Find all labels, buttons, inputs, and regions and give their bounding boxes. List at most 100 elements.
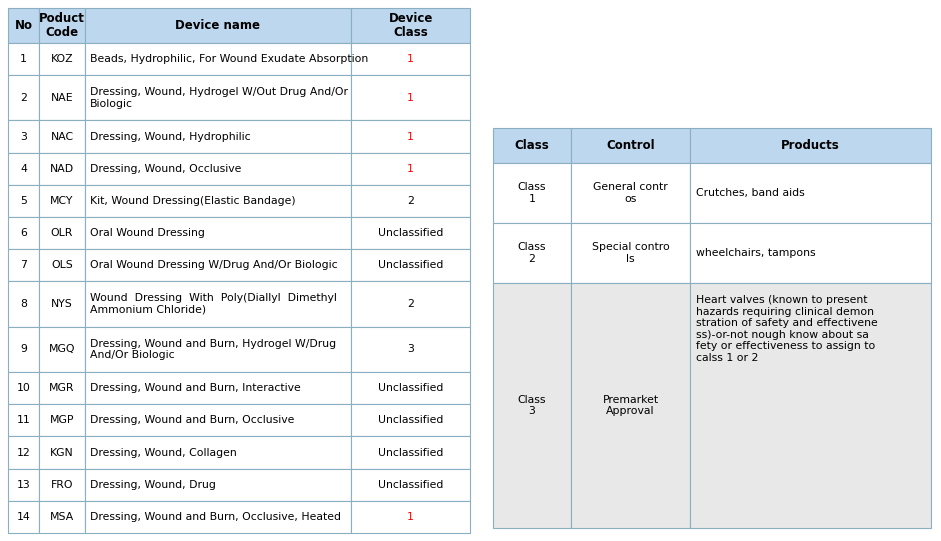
Text: OLS: OLS	[51, 260, 73, 270]
Text: General contr
os: General contr os	[593, 182, 668, 204]
Bar	[85, 372, 351, 404]
Text: Unclassified: Unclassified	[378, 480, 443, 490]
Bar	[493, 223, 571, 283]
Bar	[690, 128, 931, 163]
Text: No: No	[15, 19, 33, 32]
Text: 6: 6	[21, 228, 27, 238]
Text: Beads, Hydrophilic, For Wound Exudate Absorption: Beads, Hydrophilic, For Wound Exudate Ab…	[89, 54, 368, 64]
Text: Dressing, Wound, Hydrophilic: Dressing, Wound, Hydrophilic	[89, 131, 250, 142]
Bar	[8, 501, 40, 533]
Text: MGR: MGR	[49, 383, 74, 393]
Bar	[40, 404, 85, 437]
Text: MGP: MGP	[50, 415, 74, 425]
Text: Unclassified: Unclassified	[378, 383, 443, 393]
Text: Kit, Wound Dressing(Elastic Bandage): Kit, Wound Dressing(Elastic Bandage)	[89, 196, 295, 206]
Bar	[40, 121, 85, 153]
Text: Unclassified: Unclassified	[378, 228, 443, 238]
Text: Products: Products	[781, 139, 840, 152]
Bar	[40, 372, 85, 404]
Bar	[85, 249, 351, 281]
Bar	[571, 128, 690, 163]
Bar	[85, 404, 351, 437]
Text: NAE: NAE	[51, 93, 73, 103]
Text: Heart valves (known to present
hazards requiring clinical demon
stration of safe: Heart valves (known to present hazards r…	[696, 295, 878, 363]
Text: Premarket
Approval: Premarket Approval	[602, 395, 659, 417]
Bar	[351, 404, 470, 437]
Text: Wound  Dressing  With  Poly(Diallyl  Dimethyl
Ammonium Chloride): Wound Dressing With Poly(Diallyl Dimethy…	[89, 293, 337, 315]
Bar	[85, 185, 351, 217]
Bar	[351, 372, 470, 404]
Text: NAC: NAC	[51, 131, 73, 142]
Bar	[351, 281, 470, 327]
Text: 2: 2	[407, 299, 414, 309]
Text: 1: 1	[407, 512, 414, 522]
Bar	[85, 469, 351, 501]
Text: 1: 1	[407, 164, 414, 174]
Text: Poduct
Code: Poduct Code	[40, 11, 85, 39]
Text: 2: 2	[21, 93, 27, 103]
Bar	[8, 217, 40, 249]
Text: MSA: MSA	[50, 512, 74, 522]
Bar	[85, 8, 351, 43]
Text: Dressing, Wound, Hydrogel W/Out Drug And/Or
Biologic: Dressing, Wound, Hydrogel W/Out Drug And…	[89, 87, 347, 109]
Text: FRO: FRO	[51, 480, 73, 490]
Bar	[85, 217, 351, 249]
Bar	[40, 469, 85, 501]
Bar	[493, 128, 571, 163]
Text: Dressing, Wound, Collagen: Dressing, Wound, Collagen	[89, 447, 236, 458]
Bar	[351, 469, 470, 501]
Text: MCY: MCY	[51, 196, 73, 206]
Bar	[351, 217, 470, 249]
Bar	[351, 185, 470, 217]
Bar	[8, 121, 40, 153]
Text: 14: 14	[17, 512, 31, 522]
Text: 9: 9	[21, 345, 27, 354]
Text: 10: 10	[17, 383, 31, 393]
Bar	[690, 163, 931, 223]
Text: 1: 1	[21, 54, 27, 64]
Text: 12: 12	[17, 447, 31, 458]
Text: Device name: Device name	[175, 19, 261, 32]
Bar	[85, 153, 351, 185]
Bar	[8, 75, 40, 121]
Text: NAD: NAD	[50, 164, 74, 174]
Text: 4: 4	[21, 164, 27, 174]
Bar	[8, 372, 40, 404]
Text: 1: 1	[407, 131, 414, 142]
Bar	[351, 153, 470, 185]
Text: Oral Wound Dressing W/Drug And/Or Biologic: Oral Wound Dressing W/Drug And/Or Biolog…	[89, 260, 337, 270]
Bar	[8, 153, 40, 185]
Bar	[351, 501, 470, 533]
Bar	[571, 163, 690, 223]
Text: Control: Control	[606, 139, 655, 152]
Text: Device
Class: Device Class	[389, 11, 433, 39]
Text: 7: 7	[21, 260, 27, 270]
Bar	[8, 404, 40, 437]
Text: 1: 1	[407, 54, 414, 64]
Bar	[40, 437, 85, 469]
Bar	[351, 437, 470, 469]
Bar	[40, 153, 85, 185]
Bar	[351, 121, 470, 153]
Text: 2: 2	[407, 196, 414, 206]
Text: Dressing, Wound and Burn, Occlusive: Dressing, Wound and Burn, Occlusive	[89, 415, 295, 425]
Bar	[85, 437, 351, 469]
Text: NYS: NYS	[51, 299, 73, 309]
Text: 3: 3	[21, 131, 27, 142]
Text: 8: 8	[21, 299, 27, 309]
Bar	[40, 185, 85, 217]
Bar	[493, 163, 571, 223]
Text: Oral Wound Dressing: Oral Wound Dressing	[89, 228, 204, 238]
Text: Dressing, Wound and Burn, Hydrogel W/Drug
And/Or Biologic: Dressing, Wound and Burn, Hydrogel W/Dru…	[89, 339, 336, 360]
Text: 13: 13	[17, 480, 31, 490]
Bar	[8, 281, 40, 327]
Bar	[8, 249, 40, 281]
Text: Class
2: Class 2	[518, 242, 546, 264]
Text: Unclassified: Unclassified	[378, 415, 443, 425]
Bar	[351, 8, 470, 43]
Bar	[351, 249, 470, 281]
Bar	[40, 501, 85, 533]
Text: Class
3: Class 3	[518, 395, 546, 417]
Text: Dressing, Wound and Burn, Occlusive, Heated: Dressing, Wound and Burn, Occlusive, Hea…	[89, 512, 341, 522]
Text: Crutches, band aids: Crutches, band aids	[696, 188, 805, 198]
